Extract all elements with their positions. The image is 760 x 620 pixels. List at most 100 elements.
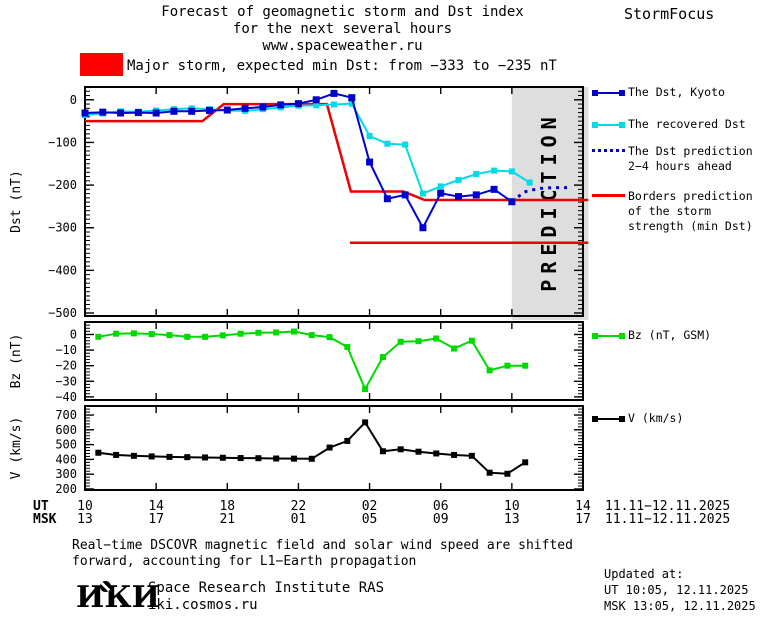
marker-bz-nt-gsm <box>95 333 102 340</box>
marker-bz-nt-gsm <box>344 343 351 350</box>
marker-the-recovered-dst <box>402 141 409 148</box>
x-tick-label-ut-7: 14 <box>575 499 591 514</box>
ytick-dst: −100 <box>48 135 77 149</box>
legend-borders-line1: Borders prediction <box>628 189 753 203</box>
legend-recovered-dst: The recovered Dst <box>592 117 746 132</box>
marker-v-km-s <box>219 454 226 461</box>
dst-kyoto-line-icon <box>592 90 625 96</box>
x-tick-label-ut-1: 14 <box>148 499 164 514</box>
legend-dst-kyoto-label: The Dst, Kyoto <box>628 85 725 99</box>
legend-v-label: V (km/s) <box>628 411 684 425</box>
marker-the-recovered-dst <box>491 167 498 174</box>
marker-the-recovered-dst <box>419 190 426 197</box>
title-line-2: for the next several hours <box>232 21 453 37</box>
marker-bz-nt-gsm <box>379 354 386 361</box>
x-tick-label-msk-3: 01 <box>290 512 307 527</box>
legend-bz: Bz (nT, GSM) <box>592 328 711 343</box>
x-tick-label-ut-2: 18 <box>219 499 236 514</box>
marker-bz-nt-gsm <box>504 362 511 369</box>
ytick-v: 500 <box>55 438 77 452</box>
marker-bz-nt-gsm <box>202 333 209 340</box>
marker-the-recovered-dst <box>384 140 391 147</box>
prediction-band <box>511 87 589 320</box>
marker-the-dst-kyoto <box>188 107 196 115</box>
ytick-dst: −400 <box>48 263 77 277</box>
ytick-v: 600 <box>55 423 77 437</box>
marker-the-recovered-dst <box>331 101 337 108</box>
marker-the-dst-kyoto <box>117 109 125 117</box>
page-title: Forecast of geomagnetic storm and Dst in… <box>85 4 600 55</box>
marker-bz-nt-gsm <box>326 334 333 341</box>
ut-date-range: 11.11−12.11.2025 <box>605 499 731 514</box>
series-the-dst-kyoto <box>84 92 513 230</box>
x-tick-label-msk-0: 13 <box>77 512 93 527</box>
marker-the-dst-kyoto <box>81 109 89 117</box>
legend-dst-prediction: The Dst prediction 2−4 hours ahead <box>592 144 753 174</box>
legend-bz-label: Bz (nT, GSM) <box>628 328 712 342</box>
marker-bz-nt-gsm <box>130 330 137 337</box>
updated-msk: MSK 13:05, 12.11.2025 <box>604 599 756 613</box>
x-tick-label-msk-4: 05 <box>361 512 378 527</box>
marker-the-recovered-dst <box>366 133 373 140</box>
ylabel-v: V (km/s) <box>9 417 24 480</box>
updated-ut: UT 10:05, 12.11.2025 <box>604 583 749 597</box>
marker-bz-nt-gsm <box>237 330 244 337</box>
ytick-bz: 0 <box>70 327 77 341</box>
marker-the-dst-kyoto <box>383 195 391 203</box>
ytick-bz: −10 <box>55 343 77 357</box>
footer-note-line1: Real−time DSCOVR magnetic field and sola… <box>72 538 573 553</box>
series-v-km-s <box>98 420 526 475</box>
marker-the-dst-kyoto <box>401 191 409 199</box>
marker-the-dst-kyoto <box>366 158 374 166</box>
marker-v-km-s <box>362 419 369 426</box>
msk-row-header: MSK <box>33 512 57 527</box>
dst-prediction-dotted-line-icon <box>592 149 625 152</box>
marker-v-km-s <box>130 452 137 459</box>
marker-the-dst-kyoto <box>508 198 516 206</box>
legend-borders-line3: strength (min Dst) <box>628 219 753 233</box>
marker-v-km-s <box>184 454 191 461</box>
marker-v-km-s <box>290 455 297 462</box>
marker-v-km-s <box>166 453 173 460</box>
marker-v-km-s <box>522 459 529 466</box>
marker-v-km-s <box>504 470 511 477</box>
series-the-dst-prediction-2-4-hours-ahead <box>510 186 567 203</box>
marker-the-recovered-dst <box>526 179 533 186</box>
storm-level-swatch <box>80 53 123 76</box>
marker-bz-nt-gsm <box>255 329 262 336</box>
prediction-band-label: PREDICTION <box>537 111 561 291</box>
series-borders-prediction-upper-min-dst <box>85 102 589 202</box>
marker-the-dst-kyoto <box>330 89 338 97</box>
ytick-bz: −40 <box>55 390 77 404</box>
x-tick-label-msk-2: 21 <box>219 512 236 527</box>
updated-label: Updated at: <box>604 567 684 581</box>
marker-the-dst-kyoto <box>277 101 285 109</box>
x-tick-label-msk-5: 09 <box>432 512 449 527</box>
ytick-v: 400 <box>55 452 77 466</box>
ytick-dst: −300 <box>48 221 77 235</box>
series-the-recovered-dst <box>84 102 531 195</box>
series-bz-nt-gsm <box>98 330 526 392</box>
ytick-v: 200 <box>55 482 77 496</box>
ytick-bz: −30 <box>55 374 77 388</box>
ytick-v: 700 <box>55 408 77 422</box>
marker-the-dst-kyoto <box>170 107 178 115</box>
chart-bz: 0 −10 −20−30 −40 Bz (nT) <box>9 321 584 404</box>
bz-line-icon <box>592 333 625 339</box>
marker-the-dst-kyoto <box>294 100 302 108</box>
marker-the-recovered-dst <box>473 170 480 177</box>
marker-bz-nt-gsm <box>397 338 404 345</box>
marker-bz-nt-gsm <box>451 345 458 352</box>
storm-alert-label: Major storm, expected min Dst: from −333… <box>127 58 557 74</box>
x-tick-label-ut-6: 10 <box>504 499 520 514</box>
legend-dst-kyoto: The Dst, Kyoto <box>592 85 725 100</box>
marker-v-km-s <box>433 450 440 457</box>
marker-v-km-s <box>237 455 244 462</box>
ylabel-bz: Bz (nT) <box>9 334 24 389</box>
iki-logo: ИКИ <box>76 580 160 615</box>
marker-bz-nt-gsm <box>433 335 440 342</box>
marker-v-km-s <box>148 453 155 460</box>
